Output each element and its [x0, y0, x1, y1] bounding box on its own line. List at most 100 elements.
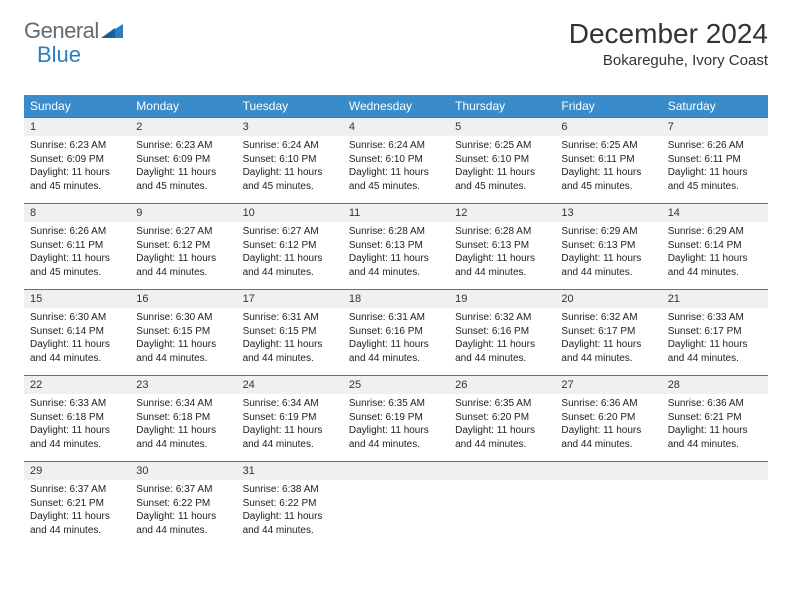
sunset-line: Sunset: 6:20 PM [455, 411, 549, 425]
sunrise-line: Sunrise: 6:29 AM [668, 225, 762, 239]
day-cell: Sunrise: 6:25 AMSunset: 6:10 PMDaylight:… [449, 136, 555, 204]
sunset-line: Sunset: 6:18 PM [136, 411, 230, 425]
day-cell: Sunrise: 6:24 AMSunset: 6:10 PMDaylight:… [343, 136, 449, 204]
daylight-line: Daylight: 11 hours and 44 minutes. [455, 338, 549, 365]
day-number: 27 [555, 376, 661, 395]
sunset-line: Sunset: 6:11 PM [561, 153, 655, 167]
sunset-line: Sunset: 6:10 PM [455, 153, 549, 167]
day-cell: Sunrise: 6:34 AMSunset: 6:19 PMDaylight:… [237, 394, 343, 462]
day-cell: Sunrise: 6:36 AMSunset: 6:21 PMDaylight:… [662, 394, 768, 462]
sunrise-line: Sunrise: 6:34 AM [136, 397, 230, 411]
day-number: 11 [343, 204, 449, 223]
day-number: 25 [343, 376, 449, 395]
day-body-row: Sunrise: 6:33 AMSunset: 6:18 PMDaylight:… [24, 394, 768, 462]
sunset-line: Sunset: 6:10 PM [349, 153, 443, 167]
sunset-line: Sunset: 6:21 PM [30, 497, 124, 511]
sunset-line: Sunset: 6:19 PM [243, 411, 337, 425]
day-body-row: Sunrise: 6:30 AMSunset: 6:14 PM Daylight:… [24, 308, 768, 376]
sunrise-line: Sunrise: 6:30 AM [30, 311, 124, 325]
day-cell: Sunrise: 6:31 AMSunset: 6:16 PMDaylight:… [343, 308, 449, 376]
sunset-line: Sunset: 6:13 PM [561, 239, 655, 253]
sunset-line: Sunset: 6:11 PM [30, 239, 124, 253]
logo-triangle-icon [101, 20, 123, 43]
day-cell: Sunrise: 6:27 AMSunset: 6:12 PMDaylight:… [237, 222, 343, 290]
logo-text-a: General [24, 18, 99, 44]
day-header: Sunday [24, 95, 130, 118]
day-number: 17 [237, 290, 343, 309]
sunrise-line: Sunrise: 6:33 AM [668, 311, 762, 325]
sunset-line: Sunset: 6:09 PM [136, 153, 230, 167]
sunrise-line: Sunrise: 6:34 AM [243, 397, 337, 411]
sunrise-line: Sunrise: 6:31 AM [349, 311, 443, 325]
day-number-row: 293031 [24, 462, 768, 481]
sunrise-line: Sunrise: 6:26 AM [30, 225, 124, 239]
sunset-line: Sunset: 6:12 PM [136, 239, 230, 253]
day-number-row: 15161718192021 [24, 290, 768, 309]
daylight-line: Daylight: 11 hours and 44 minutes. [243, 510, 337, 537]
sunrise-line: Sunrise: 6:25 AM [561, 139, 655, 153]
daylight-line: Daylight: 11 hours and 44 minutes. [243, 338, 337, 365]
day-header: Friday [555, 95, 661, 118]
day-number: 9 [130, 204, 236, 223]
day-number: 30 [130, 462, 236, 481]
sunset-line: Sunset: 6:22 PM [136, 497, 230, 511]
sunrise-line: Sunrise: 6:32 AM [561, 311, 655, 325]
sunrise-line: Sunrise: 6:29 AM [561, 225, 655, 239]
day-cell: Sunrise: 6:28 AMSunset: 6:13 PMDaylight:… [343, 222, 449, 290]
daylight-line: Daylight: 11 hours and 44 minutes. [349, 424, 443, 451]
day-cell: Sunrise: 6:34 AMSunset: 6:18 PMDaylight:… [130, 394, 236, 462]
month-title: December 2024 [569, 18, 768, 50]
daylight-line: Daylight: 11 hours and 45 minutes. [349, 166, 443, 193]
sunset-line: Sunset: 6:16 PM [349, 325, 443, 339]
day-cell: Sunrise: 6:24 AMSunset: 6:10 PMDaylight:… [237, 136, 343, 204]
day-cell: Sunrise: 6:35 AMSunset: 6:20 PMDaylight:… [449, 394, 555, 462]
day-number: 15 [24, 290, 130, 309]
day-number: 24 [237, 376, 343, 395]
day-cell: Sunrise: 6:38 AMSunset: 6:22 PMDaylight:… [237, 480, 343, 547]
day-number: 29 [24, 462, 130, 481]
daylight-line: Daylight: 11 hours and 44 minutes. [349, 338, 443, 365]
day-cell: Sunrise: 6:29 AMSunset: 6:13 PMDaylight:… [555, 222, 661, 290]
day-number: 19 [449, 290, 555, 309]
day-number: 13 [555, 204, 661, 223]
day-cell: Sunrise: 6:29 AMSunset: 6:14 PMDaylight:… [662, 222, 768, 290]
daylight-line: Daylight: 11 hours and 45 minutes. [455, 166, 549, 193]
location: Bokareguhe, Ivory Coast [569, 52, 768, 69]
sunrise-line: Sunrise: 6:24 AM [243, 139, 337, 153]
logo-text-b-wrap: Blue [35, 42, 81, 68]
daylight-line: Daylight: 11 hours and 45 minutes. [30, 166, 124, 193]
day-cell [662, 480, 768, 547]
sunrise-line: Sunrise: 6:27 AM [136, 225, 230, 239]
daylight-line: Daylight: 11 hours and 44 minutes. [243, 424, 337, 451]
day-cell: Sunrise: 6:26 AMSunset: 6:11 PMDaylight:… [662, 136, 768, 204]
day-header: Saturday [662, 95, 768, 118]
day-number: 10 [237, 204, 343, 223]
day-number: 20 [555, 290, 661, 309]
daylight-line: Daylight: 11 hours and 45 minutes. [30, 252, 124, 279]
daylight-line: Daylight: 11 hours and 44 minutes. [668, 424, 762, 451]
day-cell: Sunrise: 6:32 AMSunset: 6:16 PMDaylight:… [449, 308, 555, 376]
sunset-line: Sunset: 6:14 PM [30, 325, 124, 339]
day-cell: Sunrise: 6:37 AMSunset: 6:22 PMDaylight:… [130, 480, 236, 547]
day-number: 14 [662, 204, 768, 223]
header: General December 2024 Bokareguhe, Ivory … [24, 18, 768, 69]
sunset-line: Sunset: 6:13 PM [455, 239, 549, 253]
sunset-line: Sunset: 6:17 PM [561, 325, 655, 339]
day-cell: Sunrise: 6:35 AMSunset: 6:19 PMDaylight:… [343, 394, 449, 462]
day-number: 16 [130, 290, 236, 309]
day-cell: Sunrise: 6:30 AMSunset: 6:15 PMDaylight:… [130, 308, 236, 376]
daylight-line: Daylight: 11 hours and 45 minutes. [561, 166, 655, 193]
logo-text-b: Blue [37, 42, 81, 67]
day-header-row: SundayMondayTuesdayWednesdayThursdayFrid… [24, 95, 768, 118]
day-number-row: 891011121314 [24, 204, 768, 223]
day-cell [555, 480, 661, 547]
day-body-row: Sunrise: 6:23 AMSunset: 6:09 PMDaylight:… [24, 136, 768, 204]
day-cell: Sunrise: 6:33 AMSunset: 6:17 PMDaylight:… [662, 308, 768, 376]
day-number [662, 462, 768, 481]
day-number: 23 [130, 376, 236, 395]
sunset-line: Sunset: 6:21 PM [668, 411, 762, 425]
sunset-line: Sunset: 6:12 PM [243, 239, 337, 253]
daylight-line: Daylight: 11 hours and 45 minutes. [136, 166, 230, 193]
sunrise-line: Sunrise: 6:38 AM [243, 483, 337, 497]
day-body-row: Sunrise: 6:37 AMSunset: 6:21 PMDaylight:… [24, 480, 768, 547]
